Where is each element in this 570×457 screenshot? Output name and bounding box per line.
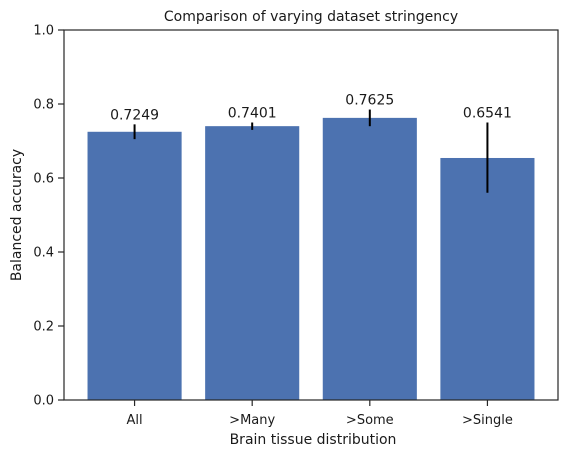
bar-3: [322, 117, 417, 400]
bars-group: [87, 117, 535, 401]
x-tick-label-2: >Many: [229, 413, 275, 428]
value-labels-group: 0.7249 0.7401 0.7625 0.6541: [110, 93, 512, 124]
y-tick-label-3: 0.4: [33, 246, 54, 261]
value-label-4: 0.6541: [463, 106, 512, 122]
x-tick-label-4: >Single: [462, 413, 513, 428]
y-tick-label-1: 0.0: [33, 394, 54, 409]
error-bars-group: [133, 109, 489, 193]
y-tick-label-4: 0.6: [33, 172, 54, 187]
y-tick-label-2: 0.2: [33, 320, 54, 335]
y-axis-label: Balanced accuracy: [9, 149, 25, 281]
value-label-3: 0.7625: [345, 93, 394, 109]
bar-4: [440, 157, 535, 400]
x-tick-label-3: >Some: [346, 413, 394, 428]
value-label-2: 0.7401: [228, 106, 277, 122]
plot-frame: [63, 29, 559, 401]
bar-1: [87, 131, 182, 401]
value-label-1: 0.7249: [110, 107, 159, 123]
x-axis: All >Many >Some >Single: [127, 400, 513, 428]
y-axis: 0.0 0.2 0.4 0.6 0.8 1.0: [33, 24, 64, 409]
x-axis-label: Brain tissue distribution: [230, 432, 397, 448]
x-tick-label-1: All: [127, 413, 143, 428]
y-tick-label-6: 1.0: [33, 24, 54, 39]
chart-title: Comparison of varying dataset stringency: [164, 9, 458, 25]
y-tick-label-5: 0.8: [33, 98, 54, 113]
bar-2: [205, 126, 300, 401]
